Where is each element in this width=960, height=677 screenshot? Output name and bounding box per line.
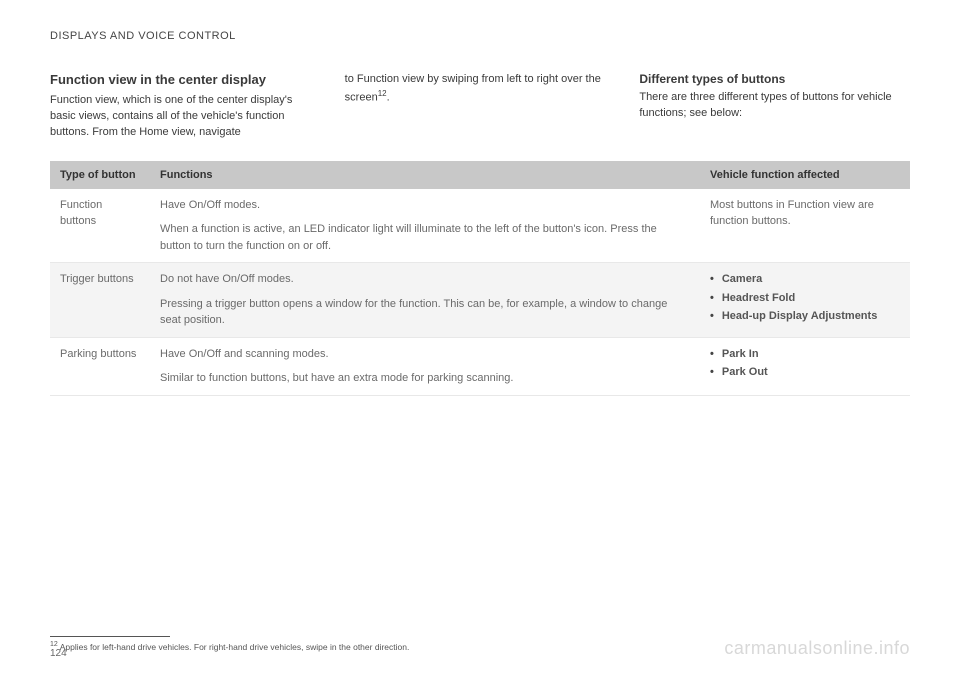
th-functions: Functions: [150, 161, 700, 189]
affected-item: Park Out: [710, 364, 900, 381]
col1-title: Function view in the center display: [50, 72, 321, 87]
page-number: 124: [50, 648, 67, 659]
col3-body: There are three different types of butto…: [639, 90, 910, 122]
cell-functions: Do not have On/Off modes.Pressing a trig…: [150, 263, 700, 338]
column-1: Function view in the center display Func…: [50, 72, 321, 141]
table-row: Trigger buttonsDo not have On/Off modes.…: [50, 263, 910, 338]
col2-sup: 12: [378, 89, 387, 98]
col3-title: Different types of buttons: [639, 72, 910, 86]
table-header-row: Type of button Functions Vehicle functio…: [50, 161, 910, 189]
col2-tail: .: [387, 92, 390, 104]
footnote-rule: [50, 636, 170, 637]
affected-item: Park In: [710, 346, 900, 363]
cell-affected: Park InPark Out: [700, 337, 910, 395]
watermark: carmanualsonline.info: [724, 638, 910, 659]
cell-type: Trigger buttons: [50, 263, 150, 338]
column-3: Different types of buttons There are thr…: [639, 72, 910, 141]
th-affected: Vehicle function affected: [700, 161, 910, 189]
affected-item: Head-up Display Adjustments: [710, 308, 900, 325]
section-header: DISPLAYS AND VOICE CONTROL: [50, 30, 910, 42]
cell-type: Function buttons: [50, 189, 150, 263]
footnote-num: 12: [50, 641, 58, 648]
cell-affected: Most buttons in Function view are functi…: [700, 189, 910, 263]
cell-type: Parking buttons: [50, 337, 150, 395]
column-2: to Function view by swiping from left to…: [345, 72, 616, 141]
col2-body: to Function view by swiping from left to…: [345, 72, 616, 107]
buttons-table: Type of button Functions Vehicle functio…: [50, 161, 910, 396]
cell-functions: Have On/Off modes.When a function is act…: [150, 189, 700, 263]
cell-functions: Have On/Off and scanning modes.Similar t…: [150, 337, 700, 395]
affected-item: Camera: [710, 271, 900, 288]
intro-columns: Function view in the center display Func…: [50, 72, 910, 141]
table-row: Parking buttonsHave On/Off and scanning …: [50, 337, 910, 395]
col1-body: Function view, which is one of the cente…: [50, 93, 321, 141]
footnote-text: Applies for left-hand drive vehicles. Fo…: [60, 642, 410, 652]
th-type: Type of button: [50, 161, 150, 189]
cell-affected: Camera Headrest FoldHead-up Display Adjus…: [700, 263, 910, 338]
affected-item: Headrest Fold: [710, 290, 900, 307]
table-row: Function buttonsHave On/Off modes.When a…: [50, 189, 910, 263]
